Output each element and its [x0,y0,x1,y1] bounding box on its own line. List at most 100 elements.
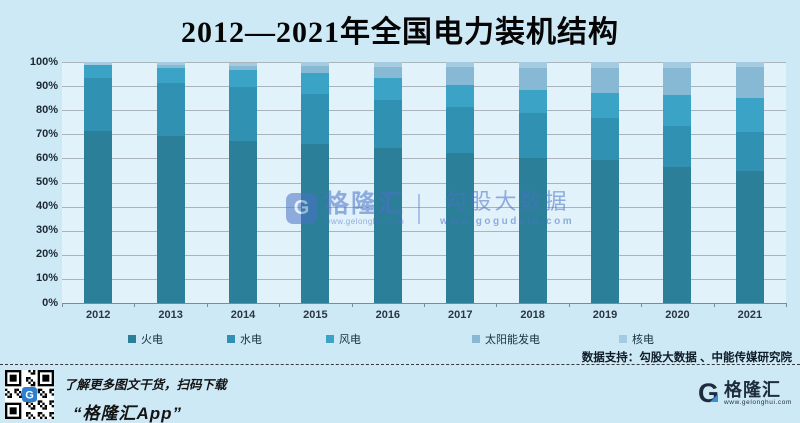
plot-area [62,62,786,304]
x-tick-label: 2017 [447,309,473,321]
bar-column-2020 [641,62,713,303]
legend-item-风电: 风电 [326,331,361,347]
stacked-bar-2016 [373,62,402,303]
bar-segment-火电 [446,153,475,303]
stacked-bar-2013 [156,62,185,303]
bar-segment-风电 [591,92,620,118]
bar-segment-风电 [229,70,258,88]
bar-segment-太阳能发电 [446,67,475,85]
stacked-bar-2014 [229,62,258,303]
x-tick-mark [206,303,208,307]
bar-segment-核电 [663,62,692,68]
footer-brand-text: 格隆汇 www.gelonghui.com [724,381,792,406]
stacked-bar-2019 [591,62,620,303]
footer-bar: G 了解更多图文干货，扫码下载 “格隆汇App” G 格隆汇 www.gelon… [0,364,800,423]
y-tick-label: 90% [35,79,58,92]
watermark-brand-url: www.gelonghui.com [324,217,405,226]
x-tick-label: 2012 [85,309,111,321]
y-tick-label: 100% [29,55,58,68]
bar-segment-核电 [735,62,764,68]
watermark-partner-block: 勾股大数据 www.gogudata.com [440,189,574,228]
x-tick-mark [134,303,136,307]
gridline [62,206,786,208]
bar-segment-风电 [663,95,692,127]
bar-segment-核电 [84,62,113,65]
gridline [62,134,786,136]
bar-column-2016 [352,62,424,303]
bar-segment-风电 [735,98,764,132]
qr-code: G [5,370,54,419]
bar-segment-太阳能发电 [156,64,185,69]
footer-brand-name: 格隆汇 [723,380,781,400]
gridline [62,278,786,280]
stacked-bar-2021 [735,62,764,303]
x-tick-label: 2013 [158,309,183,321]
bar-segment-水电 [446,106,475,154]
gridline [62,110,786,112]
bar-segment-风电 [301,73,330,94]
bar-segment-风电 [518,89,547,114]
y-tick-label: 80% [35,103,58,116]
legend-item-水电: 水电 [227,331,262,347]
bar-segment-水电 [229,87,258,141]
bar-column-2021 [714,62,786,303]
bar-column-2019 [569,62,641,303]
bar-segment-水电 [373,99,402,149]
bar-segment-水电 [84,78,113,131]
bar-segment-太阳能发电 [591,68,620,93]
bar-column-2014 [207,62,279,303]
bar-segment-火电 [84,130,113,303]
x-tick-mark [496,303,498,307]
x-tick-mark [351,303,353,307]
bar-segment-风电 [156,68,185,83]
legend-label: 核电 [632,334,654,346]
bar-column-2013 [134,62,206,303]
stacked-bar-2012 [84,62,113,303]
watermark-partner-name: 勾股大数据 [444,189,570,214]
bars-container [62,62,786,303]
bar-segment-太阳能发电 [735,67,764,99]
watermark-brand-name: 格隆汇 [324,190,406,218]
legend-label: 风电 [339,334,361,346]
stacked-bar-2020 [663,62,692,303]
stacked-bar-2018 [518,62,547,303]
legend-item-太阳能发电: 太阳能发电 [472,331,540,347]
x-tick-mark [424,303,425,307]
watermark-brand-block: 格隆汇 www.gelonghui.com [324,191,405,226]
gridline [62,158,786,160]
bar-segment-核电 [373,62,402,68]
bar-segment-火电 [156,136,185,303]
x-tick-label: 2016 [375,309,401,321]
chart-title: 2012—2021年全国电力装机结构 [181,16,619,49]
legend: 火电 水电 风电 太阳能发电 核电 [0,331,800,347]
bar-segment-风电 [446,84,475,107]
bar-segment-风电 [373,78,402,100]
bar-segment-火电 [518,157,547,303]
y-tick-label: 40% [35,200,58,213]
bar-segment-火电 [591,160,620,303]
gridline [62,254,786,256]
bar-segment-水电 [591,117,620,161]
x-axis-labels: 2012 2013 2014 2015 2016 2017 2018 2019 2020 2021 [62,309,786,321]
watermark: G 格隆汇 www.gelonghui.com 勾股大数据 www.goguda… [286,190,574,227]
legend-label: 水电 [240,334,262,346]
bar-segment-核电 [518,62,547,68]
gridline [62,230,786,232]
x-tick-label: 2018 [520,309,545,321]
legend-item-核电: 核电 [619,331,654,347]
bar-segment-太阳能发电 [84,64,113,66]
svg-text:G: G [25,390,34,402]
x-tick-label: 2015 [303,309,328,321]
legend-label: 太阳能发电 [485,334,540,346]
footer-brand-url: www.gelonghui.com [723,399,792,406]
bar-segment-水电 [518,113,547,158]
legend-item-火电: 火电 [128,331,163,347]
y-tick-label: 70% [35,127,58,140]
x-tick-label: 2014 [230,309,256,321]
bar-segment-核电 [301,62,330,67]
y-tick-label: 30% [35,224,58,237]
bar-segment-风电 [84,65,113,79]
data-source-note: 数据支持：勾股大数据 、中能传媒研究院 [581,352,792,364]
bar-segment-火电 [735,171,764,303]
